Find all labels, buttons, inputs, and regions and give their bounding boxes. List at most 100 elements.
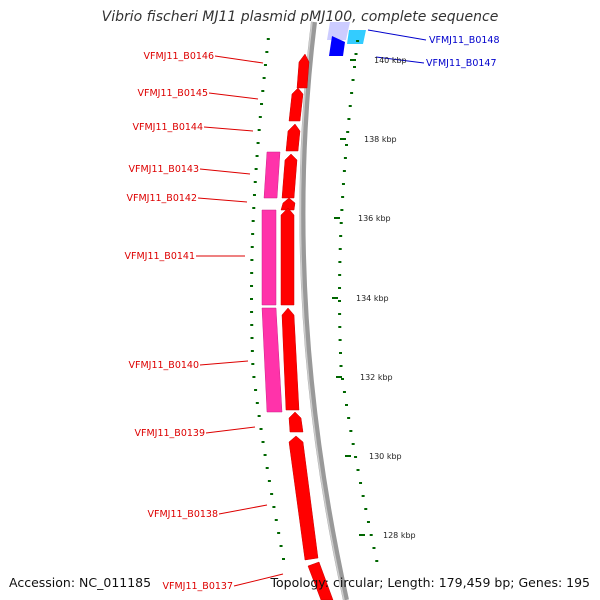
- reverse-cds-VFMJ11_B0148[interactable]: [327, 22, 350, 40]
- inner-tick: [250, 298, 254, 300]
- gene-label-VFMJ11_B0147[interactable]: VFMJ11_B0147: [426, 58, 497, 69]
- cds-VFMJ11_B0140[interactable]: [281, 307, 300, 411]
- inner-tick: [260, 103, 264, 105]
- cds-VFMJ11_B0139[interactable]: [288, 411, 304, 433]
- inner-tick: [252, 207, 256, 209]
- gene-label-VFMJ11_B0138[interactable]: VFMJ11_B0138: [148, 509, 219, 520]
- major-tick: [336, 376, 342, 378]
- inner-tick: [258, 116, 262, 118]
- minor-tick: [359, 482, 363, 484]
- major-tick: [359, 534, 365, 536]
- gene-label-VFMJ11_B0140[interactable]: VFMJ11_B0140: [129, 360, 200, 371]
- minor-tick: [338, 300, 342, 302]
- inner-tick: [265, 51, 269, 53]
- inner-tick: [281, 558, 285, 560]
- major-tick: [332, 297, 338, 299]
- minor-tick: [341, 378, 345, 380]
- scale-ticks: 140 kbp 138 kbp 136 kbp 134 kbp 132 kbp 130 k…: [332, 40, 416, 562]
- minor-tick: [339, 365, 343, 367]
- minor-tick: [350, 92, 354, 94]
- genome-backbone: [299, 21, 349, 600]
- minor-tick: [338, 248, 342, 250]
- pink-feature-track: [261, 151, 283, 413]
- gene-label-VFMJ11_B0144[interactable]: VFMJ11_B0144: [133, 122, 204, 133]
- minor-tick: [338, 326, 342, 328]
- inner-tick: [261, 90, 265, 92]
- feature-VFMJ11_B0140[interactable]: [261, 307, 283, 413]
- inner-tick: [274, 519, 278, 521]
- minor-tick: [342, 170, 346, 172]
- minor-tick: [354, 456, 358, 458]
- minor-tick: [351, 79, 355, 81]
- gene-label-VFMJ11_B0142[interactable]: VFMJ11_B0142: [127, 193, 198, 204]
- reverse-cds-light[interactable]: [347, 30, 366, 44]
- minor-tick: [372, 547, 376, 549]
- inner-tick: [257, 415, 261, 417]
- gene-label-VFMJ11_B0145[interactable]: VFMJ11_B0145: [138, 88, 209, 99]
- accession-value: NC_011185: [79, 575, 152, 590]
- inner-tick: [257, 129, 261, 131]
- scale-tick-label: 130 kbp: [369, 452, 402, 461]
- minor-tick: [369, 534, 373, 536]
- inner-tick: [254, 168, 258, 170]
- cds-VFMJ11_B0144[interactable]: [285, 123, 301, 152]
- inner-tick: [251, 220, 255, 222]
- gene-label-VFMJ11_B0137[interactable]: VFMJ11_B0137: [163, 581, 234, 592]
- accession-label: Accession:: [9, 575, 76, 590]
- inner-tick: [252, 194, 256, 196]
- minor-tick: [344, 404, 348, 406]
- inner-tick: [250, 272, 254, 274]
- cds-VFMJ11_B0146[interactable]: [296, 53, 310, 89]
- minor-tick: [353, 66, 357, 68]
- inner-tick: [270, 493, 274, 495]
- cds-VFMJ11_B0137[interactable]: [307, 561, 334, 600]
- cds-VFMJ11_B0143[interactable]: [281, 153, 298, 199]
- gene-label-VFMJ11_B0143[interactable]: VFMJ11_B0143: [129, 164, 200, 175]
- gene-label-VFMJ11_B0141[interactable]: VFMJ11_B0141: [125, 251, 196, 262]
- inner-tick: [254, 389, 258, 391]
- cds-VFMJ11_B0142[interactable]: [280, 197, 296, 211]
- inner-tick: [267, 480, 271, 482]
- minor-tick: [339, 222, 343, 224]
- scale-tick-label: 128 kbp: [383, 531, 416, 540]
- minor-tick: [342, 391, 346, 393]
- inner-tick: [262, 77, 266, 79]
- feature-VFMJ11_B0143[interactable]: [263, 151, 281, 199]
- gene-label-VFMJ11_B0139[interactable]: VFMJ11_B0139: [135, 428, 206, 439]
- accession-footer: Accession: NC_011185: [9, 575, 151, 590]
- scale-tick-label: 134 kbp: [356, 294, 389, 303]
- inner-tick: [250, 246, 254, 248]
- minor-tick: [347, 118, 351, 120]
- inner-tick: [263, 454, 267, 456]
- inner-tick: [250, 311, 254, 313]
- gene-label-VFMJ11_B0146[interactable]: VFMJ11_B0146: [144, 51, 215, 62]
- major-tick: [345, 455, 351, 457]
- scale-tick-label: 132 kbp: [360, 373, 393, 382]
- forward-cds-track: [280, 53, 334, 600]
- label-leaders-left: [196, 55, 284, 587]
- inner-tick: [272, 506, 276, 508]
- gene-label-VFMJ11_B0148[interactable]: VFMJ11_B0148: [429, 35, 500, 46]
- inner-tick: [256, 142, 260, 144]
- minor-tick: [346, 131, 350, 133]
- inner-tick: [255, 402, 259, 404]
- minor-tick: [361, 495, 365, 497]
- cds-VFMJ11_B0141[interactable]: [280, 207, 295, 306]
- inner-tick: [251, 233, 255, 235]
- inner-ticks: [250, 38, 285, 560]
- cds-VFMJ11_B0138[interactable]: [288, 435, 319, 561]
- minor-tick: [338, 274, 342, 276]
- reverse-cds-VFMJ11_B0147[interactable]: [329, 36, 345, 56]
- minor-tick: [338, 287, 342, 289]
- inner-tick: [253, 181, 257, 183]
- inner-tick: [250, 350, 254, 352]
- inner-tick: [250, 259, 254, 261]
- major-tick: [340, 138, 346, 140]
- cds-VFMJ11_B0145[interactable]: [288, 87, 304, 122]
- label-leaders-right: [367, 29, 427, 64]
- feature-VFMJ11_B0141[interactable]: [261, 209, 277, 306]
- minor-tick: [348, 105, 352, 107]
- minor-tick: [341, 196, 345, 198]
